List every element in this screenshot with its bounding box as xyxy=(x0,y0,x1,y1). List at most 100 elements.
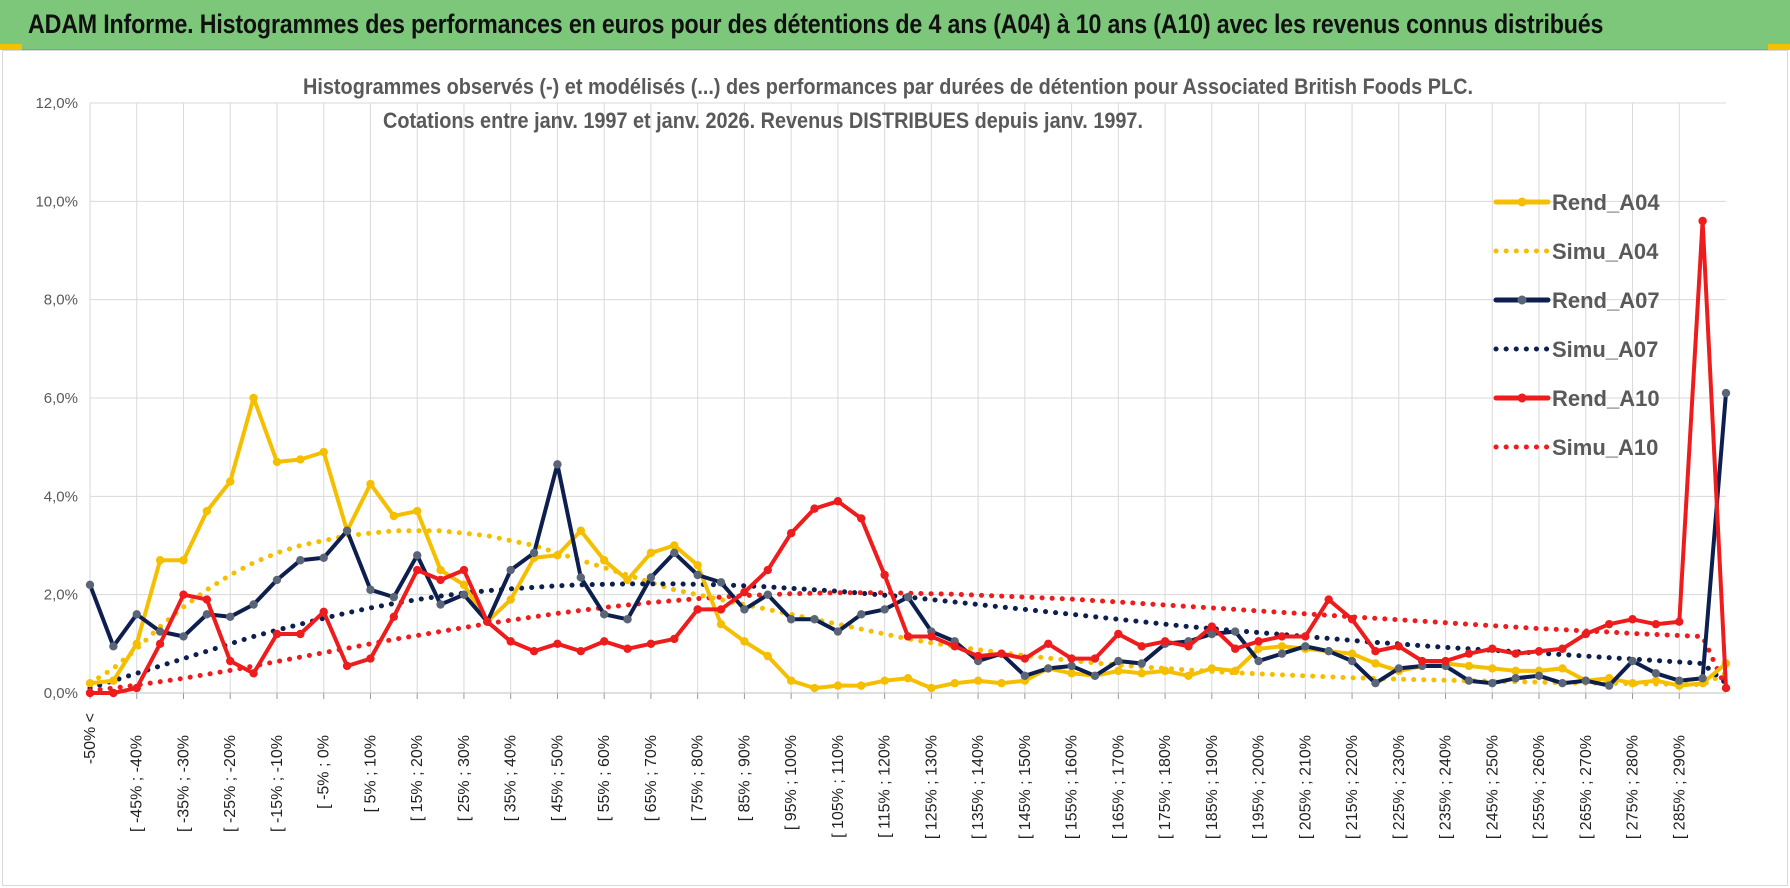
data-point-rend_a07 xyxy=(1581,676,1590,685)
corner-accent-right xyxy=(1768,44,1790,50)
data-point-rend_a04 xyxy=(1464,661,1474,671)
y-tick-label: 4,0% xyxy=(44,488,78,505)
data-point-rend_a07 xyxy=(272,575,282,585)
x-tick-label: -50% < xyxy=(82,713,99,764)
data-point-rend_a07 xyxy=(1558,678,1567,688)
data-point-rend_a04 xyxy=(1137,669,1146,678)
data-point-rend_a04 xyxy=(1231,666,1240,676)
data-point-rend_a07 xyxy=(1651,669,1661,678)
data-point-rend_a04 xyxy=(1628,678,1637,688)
data-point-rend_a10 xyxy=(413,565,422,575)
data-point-rend_a07 xyxy=(599,610,609,619)
data-point-rend_a10 xyxy=(1020,654,1030,663)
data-point-rend_a10 xyxy=(1558,644,1567,653)
data-point-rend_a10 xyxy=(1604,619,1614,629)
data-point-rend_a04 xyxy=(716,619,726,629)
data-point-rend_a04 xyxy=(880,676,889,685)
data-point-rend_a07 xyxy=(670,548,679,558)
data-point-rend_a04 xyxy=(1604,674,1614,683)
data-point-rend_a10 xyxy=(693,605,702,614)
data-point-rend_a07 xyxy=(1675,676,1684,685)
series-line-simu_a10 xyxy=(87,590,1729,693)
data-point-rend_a07 xyxy=(202,610,212,619)
data-point-rend_a04 xyxy=(1067,669,1076,678)
data-point-rend_a10 xyxy=(1417,656,1427,666)
x-tick-label: [ 285% ; 290% xyxy=(1671,735,1688,839)
data-point-rend_a10 xyxy=(483,617,492,626)
x-tick-label: [ -25% ; -20% xyxy=(222,735,239,832)
data-point-rend_a04 xyxy=(646,548,656,558)
data-point-rend_a07 xyxy=(1488,678,1497,688)
chart-grid xyxy=(89,102,1726,694)
y-tick-label: 0,0% xyxy=(44,685,78,702)
data-point-rend_a07 xyxy=(1067,661,1076,671)
x-tick-label: [ 225% ; 230% xyxy=(1391,735,1408,839)
data-point-rend_a10 xyxy=(810,504,819,513)
data-point-rend_a10 xyxy=(1371,647,1380,656)
x-tick-label: [ 155% ; 160% xyxy=(1064,735,1081,839)
data-point-rend_a07 xyxy=(576,573,585,582)
data-point-rend_a04 xyxy=(1254,644,1263,653)
y-tick-label: 2,0% xyxy=(44,587,78,604)
legend-label-simu_a04: Simu_A04 xyxy=(1552,239,1659,264)
data-point-rend_a04 xyxy=(319,447,328,457)
data-point-rend_a10 xyxy=(880,570,889,580)
data-point-rend_a04 xyxy=(389,511,399,521)
data-point-rend_a10 xyxy=(1675,617,1684,626)
x-tick-label: [ 255% ; 260% xyxy=(1531,735,1548,839)
data-point-rend_a10 xyxy=(997,649,1006,658)
legend-marker-rend_a04 xyxy=(1517,197,1527,207)
data-point-rend_a10 xyxy=(599,637,609,646)
data-point-rend_a07 xyxy=(1604,681,1614,690)
data-point-rend_a10 xyxy=(1464,649,1474,658)
data-point-rend_a10 xyxy=(1698,216,1707,226)
x-tick-label: [ -35% ; -30% xyxy=(175,735,192,832)
data-point-rend_a10 xyxy=(1628,615,1637,624)
data-point-rend_a07 xyxy=(693,570,702,580)
data-point-rend_a07 xyxy=(529,548,539,558)
data-point-rend_a10 xyxy=(155,639,165,649)
x-tick-label: [ 145% ; 150% xyxy=(1017,735,1034,839)
data-point-rend_a04 xyxy=(670,541,679,550)
data-point-rend_a10 xyxy=(342,661,352,671)
data-point-rend_a10 xyxy=(903,632,913,641)
data-point-rend_a10 xyxy=(973,651,983,661)
data-point-rend_a04 xyxy=(599,556,609,565)
x-tick-label: [ 125% ; 130% xyxy=(923,735,940,839)
data-point-rend_a04 xyxy=(1488,664,1497,673)
data-point-rend_a10 xyxy=(857,514,866,523)
data-point-rend_a10 xyxy=(740,588,749,597)
x-tick-label: [ 35% ; 40% xyxy=(503,735,520,821)
data-point-rend_a07 xyxy=(740,605,749,614)
data-point-rend_a10 xyxy=(179,590,188,599)
data-point-rend_a04 xyxy=(833,681,843,690)
x-tick-label: [ 115% ; 120% xyxy=(877,735,894,838)
data-point-rend_a07 xyxy=(1231,627,1240,636)
data-point-rend_a10 xyxy=(950,642,959,651)
data-point-rend_a07 xyxy=(132,610,141,619)
data-point-rend_a10 xyxy=(1254,637,1263,646)
data-point-rend_a10 xyxy=(553,639,562,649)
data-point-rend_a04 xyxy=(413,506,422,516)
data-point-rend_a04 xyxy=(366,479,375,489)
x-tick-label: [ 135% ; 140% xyxy=(970,735,987,839)
series-line-rend_a10 xyxy=(88,219,1728,695)
data-point-rend_a10 xyxy=(202,595,212,604)
data-point-rend_a04 xyxy=(786,676,796,685)
data-point-rend_a10 xyxy=(1441,656,1450,666)
data-point-rend_a10 xyxy=(436,575,445,585)
x-tick-label: [ 45% ; 50% xyxy=(549,735,566,821)
data-point-rend_a07 xyxy=(389,592,399,602)
data-point-rend_a04 xyxy=(810,683,819,693)
data-point-rend_a07 xyxy=(716,578,726,587)
x-tick-label: [ 95% ; 100% xyxy=(783,735,800,830)
data-point-rend_a07 xyxy=(1044,664,1053,673)
x-tick-label: [ 5% ; 10% xyxy=(362,735,379,812)
x-tick-label: [ -5% ; 0% xyxy=(316,735,333,809)
data-point-rend_a10 xyxy=(1137,642,1146,651)
data-point-rend_a10 xyxy=(296,629,305,639)
y-tick-label: 10,0% xyxy=(35,193,78,210)
y-tick-label: 6,0% xyxy=(44,390,78,407)
y-tick-label: 12,0% xyxy=(35,95,78,112)
